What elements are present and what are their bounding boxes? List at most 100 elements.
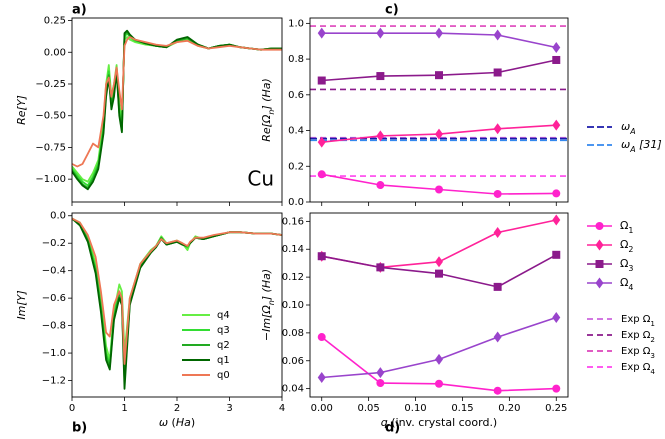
y-axis-label: Re[Ωn] (Ha) <box>260 78 276 142</box>
data-point-Ω4 <box>317 371 326 383</box>
y-tick-label: 0.16 <box>282 216 304 227</box>
data-point-Ω2 <box>435 256 443 268</box>
data-point-Ω3 <box>493 282 502 291</box>
y-tick-label: 0.06 <box>282 356 304 367</box>
legend-label-Ω4: Ω4 <box>620 276 633 292</box>
x-tick-label: 0.20 <box>498 403 520 414</box>
data-point-Ω1 <box>552 189 561 198</box>
data-point-Ω2 <box>552 214 561 226</box>
panel-b-im-y: 0 1 2 3 4 0.0 −0.2 −0.4 −0.6 −0.8 −1.0 −1.2 ω (Ha) Im… <box>15 211 285 429</box>
x-tick-label: 2 <box>174 403 180 414</box>
x-tick-label: 0 <box>69 403 75 414</box>
plot-area <box>72 217 282 390</box>
data-point-Ω4 <box>552 41 561 53</box>
legend-label-omega: ωA <box>621 120 636 136</box>
panel-d-im-omega: 0.00 0.05 0.10 0.15 0.20 0.25 0.04 0.06 0.08 0.10… <box>260 212 569 429</box>
data-point-Ω4 <box>493 29 502 41</box>
data-point-Ω3 <box>493 68 502 77</box>
y-tick-label: −0.50 <box>35 111 66 122</box>
x-tick-label: 0.00 <box>311 403 333 414</box>
data-point-Ω4 <box>435 353 443 365</box>
data-point-Ω2 <box>493 227 502 239</box>
data-point-Ω1 <box>376 379 385 388</box>
data-point-Ω1 <box>493 386 502 395</box>
axes-frame <box>71 212 283 398</box>
x-tick-label: 4 <box>279 403 285 414</box>
series-line-q1 <box>72 217 282 390</box>
data-point-Ω4 <box>376 27 385 39</box>
y-tick-label: −1.0 <box>42 348 66 359</box>
data-point-Ω3 <box>435 269 443 278</box>
data-point-Ω3 <box>435 71 443 80</box>
legend-label-q2: q2 <box>217 340 230 351</box>
series-line-q1 <box>72 29 282 191</box>
data-point-Ω3 <box>317 76 326 85</box>
data-point-Ω4 <box>317 27 326 39</box>
y-axis-label: Im[Y] <box>15 290 28 319</box>
legend-label-exp: Exp Ω1 <box>621 314 655 328</box>
data-point-Ω1 <box>493 189 502 198</box>
x-axis-label: q (inv. crystal coord.) <box>381 416 497 429</box>
data-point-Ω4 <box>493 331 502 343</box>
series-line-Ω4 <box>321 316 557 379</box>
panel-label-a: a) <box>72 3 87 18</box>
y-tick-label: 0.2 <box>288 161 304 172</box>
legend-label-Ω1: Ω1 <box>620 219 633 235</box>
data-point-Ω4 <box>376 367 385 379</box>
legend-label-omega: ωA [31] <box>621 138 662 154</box>
data-point-Ω3 <box>376 263 385 272</box>
y-tick-label: −0.8 <box>42 321 66 332</box>
y-tick-label: 0.10 <box>282 300 304 311</box>
x-tick-label: 0.25 <box>545 403 567 414</box>
data-point-Ω3 <box>552 55 561 64</box>
legend-marker-Ω2 <box>595 239 604 251</box>
y-tick-label: −1.00 <box>35 174 66 185</box>
legend-marker-Ω4 <box>595 277 604 289</box>
y-tick-label: 0.0 <box>288 197 304 208</box>
y-tick-label: 0.14 <box>282 244 304 255</box>
y-tick-label: 0.8 <box>288 54 304 65</box>
panel-c-re-omega: 0.0 0.2 0.4 0.6 0.8 1.0 Re[Ωn] (Ha) <box>260 17 569 208</box>
panel-label-b: b) <box>72 421 87 436</box>
data-point-Ω2 <box>435 128 443 140</box>
x-axis-label: ω (Ha) <box>159 416 195 429</box>
plot-area <box>72 29 282 191</box>
data-point-Ω2 <box>376 130 385 142</box>
y-tick-label: 0.00 <box>44 47 66 58</box>
y-tick-label: −0.6 <box>42 293 66 304</box>
series-line-q0 <box>72 36 282 168</box>
x-tick-label: 0.05 <box>358 403 380 414</box>
y-tick-label: −0.25 <box>35 79 66 90</box>
panel-a-re-y: 0.25 0.00 −0.25 −0.50 −0.75 −1.00 Re[Y] Cu <box>15 16 283 206</box>
axes-frame <box>309 212 569 398</box>
y-axis-label: −Im[Ωn] (Ha) <box>260 269 276 341</box>
data-point-Ω1 <box>376 181 385 190</box>
x-tick-label: 0.10 <box>404 403 426 414</box>
data-point-Ω3 <box>317 252 326 261</box>
legend-label-Ω3: Ω3 <box>620 257 633 273</box>
legend-label-exp: Exp Ω2 <box>621 330 655 344</box>
data-point-Ω1 <box>435 379 443 388</box>
x-tick-label: 1 <box>121 403 127 414</box>
legends: q4 q3 q2 q1 q0 ωA ωA [31] Ω1 Ω2 Ω3 Ω4 Exp Ω1 Exp Ω2 E… <box>182 120 662 381</box>
axes-frame <box>71 17 283 203</box>
legend-label-q1: q1 <box>217 355 230 366</box>
data-point-Ω2 <box>493 123 502 135</box>
series-line-q0 <box>72 217 282 365</box>
y-tick-label: −0.2 <box>42 238 66 249</box>
data-point-Ω4 <box>552 312 561 324</box>
legend-label-q3: q3 <box>217 325 230 336</box>
y-tick-label: 0.08 <box>282 328 304 339</box>
panel-label-d: d) <box>385 421 400 436</box>
y-tick-label: 0.25 <box>44 16 66 27</box>
legend-label-q4: q4 <box>217 310 230 321</box>
y-tick-label: 0.4 <box>288 126 304 137</box>
x-tick-label: 0.15 <box>451 403 473 414</box>
plot-area <box>321 219 557 392</box>
data-point-Ω2 <box>317 136 326 148</box>
y-tick-label: 0.6 <box>288 90 304 101</box>
legend-label-q0: q0 <box>217 370 230 381</box>
legend-label-exp: Exp Ω3 <box>621 346 655 360</box>
y-tick-label: −1.2 <box>42 376 66 387</box>
